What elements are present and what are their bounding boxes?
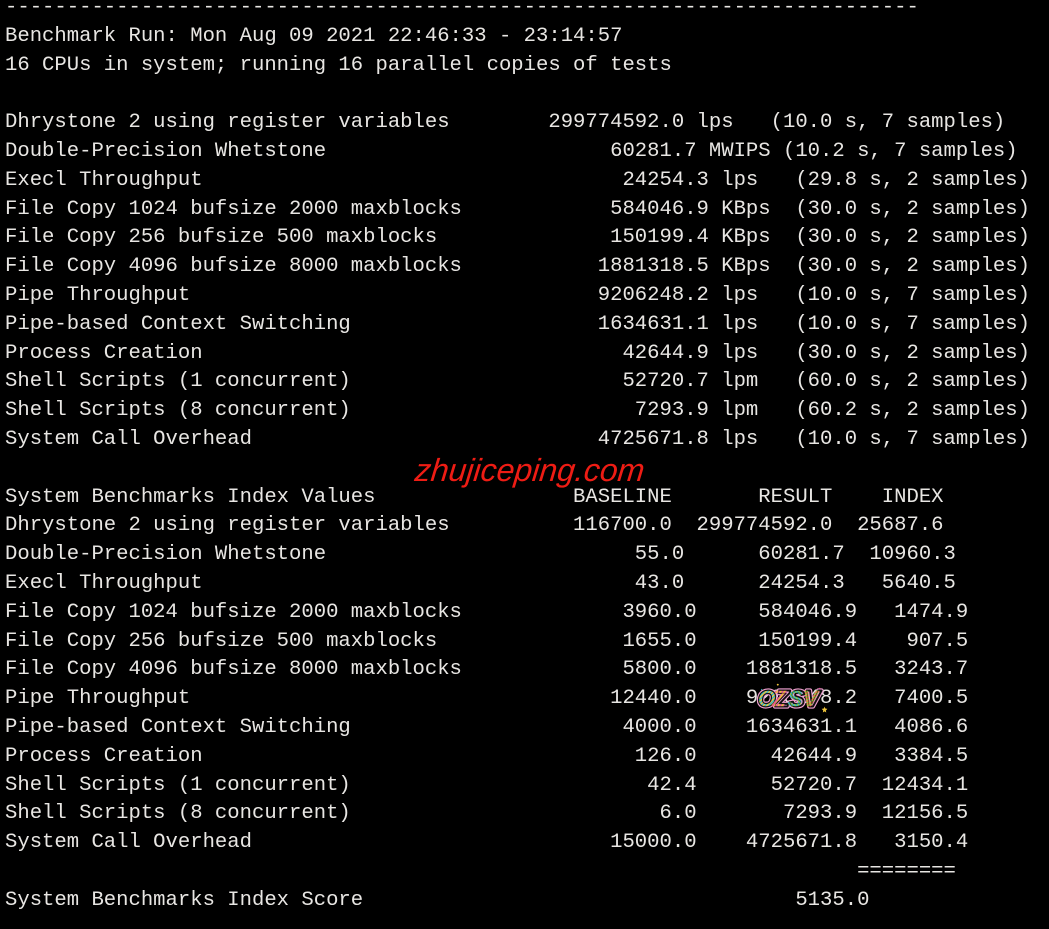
svg-text:OZSV: OZSV bbox=[758, 686, 822, 712]
